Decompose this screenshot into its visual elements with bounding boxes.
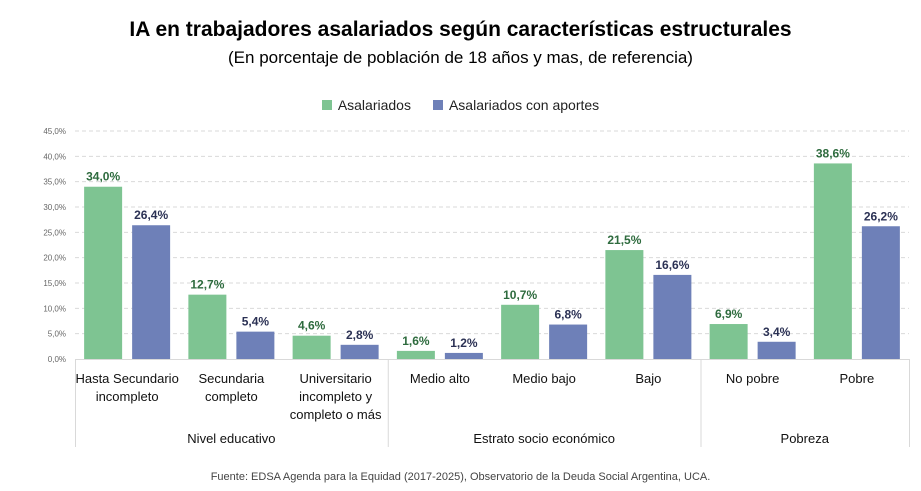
group-label: Pobreza <box>781 431 830 446</box>
category-label: incompleto <box>96 389 159 404</box>
data-label: 4,6% <box>298 319 326 333</box>
chart-subtitle: (En porcentaje de población de 18 años y… <box>228 48 693 67</box>
category-label: Hasta Secundario <box>75 371 178 386</box>
bar-asalariados <box>84 186 123 359</box>
category-label: Universitario <box>300 371 372 386</box>
legend-item-asalariados: Asalariados <box>321 97 411 113</box>
y-tick-label: 25,0% <box>43 228 66 237</box>
data-label: 1,2% <box>450 336 478 350</box>
data-label: 3,4% <box>763 325 791 339</box>
category-label: Bajo <box>635 371 661 386</box>
data-label: 21,5% <box>607 233 641 247</box>
y-tick-label: 20,0% <box>43 254 66 263</box>
data-label: 5,4% <box>242 315 270 329</box>
y-tick-label: 40,0% <box>43 152 66 161</box>
bar-asalariados <box>501 304 540 359</box>
y-tick-label: 10,0% <box>43 304 66 313</box>
data-label: 16,6% <box>655 258 689 272</box>
data-label: 12,7% <box>190 278 224 292</box>
legend-swatch-asalariados-con-aportes <box>432 100 443 110</box>
y-tick-label: 5,0% <box>48 330 66 339</box>
legend-item-asalariados-con-aportes: Asalariados con aportes <box>432 97 600 113</box>
group-label: Nivel educativo <box>187 431 275 446</box>
data-label: 38,6% <box>816 146 850 160</box>
data-label: 26,2% <box>864 209 898 223</box>
legend-label-asalariados-con-aportes: Asalariados con aportes <box>448 97 600 113</box>
bar-asalariados <box>813 163 852 359</box>
bar-con-aportes <box>340 344 379 359</box>
y-tick-label: 35,0% <box>43 178 66 187</box>
category-label: Medio alto <box>410 371 470 386</box>
category-label: Secundaria <box>198 371 265 386</box>
data-label: 6,8% <box>554 308 582 322</box>
category-label: Medio bajo <box>512 371 576 386</box>
bar-asalariados <box>396 350 435 359</box>
bar-con-aportes <box>549 324 588 359</box>
group-label: Estrato socio económico <box>473 431 615 446</box>
bar-con-aportes <box>132 225 171 359</box>
bar-con-aportes <box>444 352 483 359</box>
bar-asalariados <box>709 324 748 359</box>
data-label: 26,4% <box>134 208 168 222</box>
y-tick-label: 0,0% <box>48 355 66 364</box>
legend-swatch-asalariados <box>321 100 332 110</box>
bar-con-aportes <box>653 274 692 359</box>
bar-con-aportes <box>236 331 275 359</box>
bar-con-aportes <box>861 226 900 359</box>
y-tick-label: 45,0% <box>43 127 66 136</box>
source-note: Fuente: EDSA Agenda para la Equidad (201… <box>210 471 711 483</box>
category-label: No pobre <box>726 371 779 386</box>
category-label: Pobre <box>840 371 875 386</box>
chart-title: IA en trabajadores asalariados según car… <box>129 18 792 41</box>
data-label: 34,0% <box>86 170 120 184</box>
bar-asalariados <box>292 335 331 359</box>
legend: Asalariados Asalariados con aportes <box>0 97 921 113</box>
bar-asalariados <box>188 294 227 359</box>
y-tick-label: 30,0% <box>43 203 66 212</box>
category-label: completo o más <box>290 407 382 422</box>
legend-label-asalariados: Asalariados <box>337 97 411 113</box>
bar-asalariados <box>605 250 644 359</box>
category-label: completo <box>205 389 258 404</box>
category-label: incompleto y <box>299 389 372 404</box>
data-label: 6,9% <box>715 307 743 321</box>
y-tick-label: 15,0% <box>43 279 66 288</box>
data-label: 1,6% <box>402 334 430 348</box>
bar-con-aportes <box>757 341 796 359</box>
data-label: 2,8% <box>346 328 374 342</box>
data-label: 10,7% <box>503 288 537 302</box>
